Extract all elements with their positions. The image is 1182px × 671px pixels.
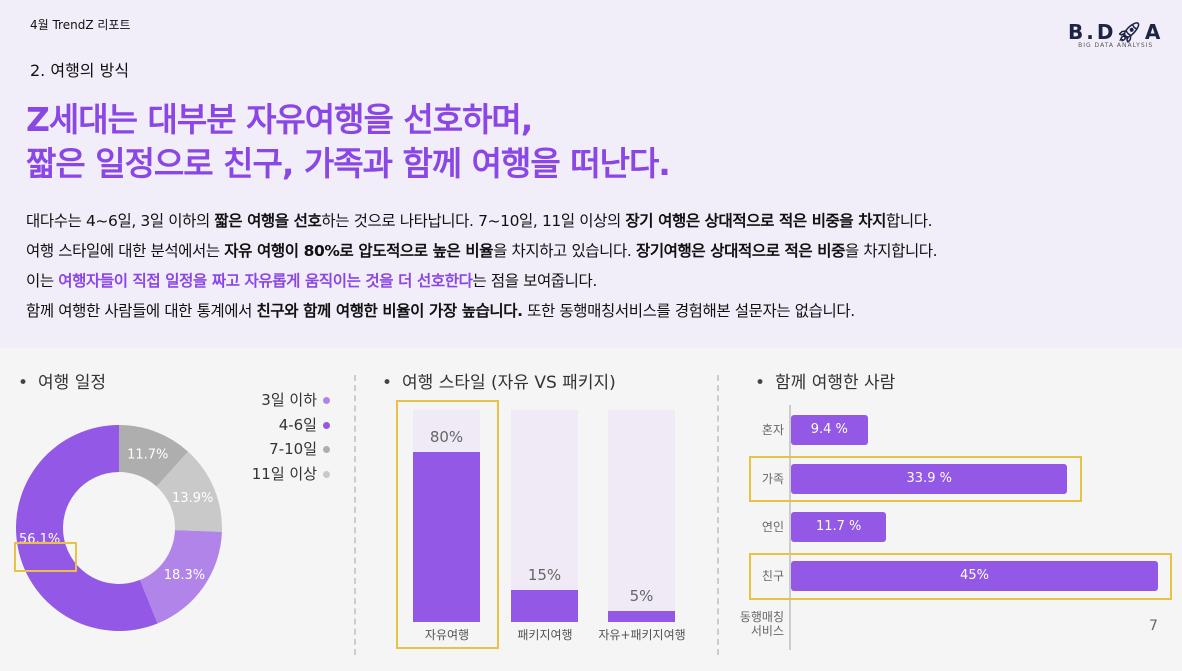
body-text: 대다수는 4~6일, 3일 이하의 짧은 여행을 선호하는 것으로 나타납니다.… xyxy=(26,206,938,326)
body-line: 대다수는 4~6일, 3일 이하의 짧은 여행을 선호하는 것으로 나타납니다.… xyxy=(26,206,937,236)
bar: 11.7 % xyxy=(791,512,887,542)
slice-label: 18.3% xyxy=(164,568,205,583)
donut-slice xyxy=(156,451,222,532)
donut-slice xyxy=(119,425,189,487)
donut-slice xyxy=(16,425,158,631)
text-segment: 는 점을 보여줍니다. xyxy=(472,272,597,290)
donut-chart: 11.7%13.9%18.3%56.1% xyxy=(16,425,222,631)
section-title: 2. 여행의 방식 xyxy=(30,61,130,80)
bar-value-label: 80% xyxy=(429,428,464,447)
body-line: 함께 여행한 사람들에 대한 통계에서 친구와 함께 여행한 비율이 가장 높습… xyxy=(26,296,937,326)
highlight-box xyxy=(749,456,1082,502)
text-segment: 대다수는 4~6일, 3일 이하의 xyxy=(26,212,215,230)
text-segment: 여행자들이 직접 일정을 짜고 자유롭게 움직이는 것을 더 선호한다 xyxy=(58,272,473,290)
chart-title-companion: 함께 여행한 사람 xyxy=(755,368,895,393)
bar: 33.9 % xyxy=(791,464,1068,494)
legend-dot-icon xyxy=(323,446,330,453)
body-line: 여행 스타일에 대한 분석에서는 자유 여행이 80%로 압도적으로 높은 비율… xyxy=(26,236,938,266)
bar-category-label: 패키지여행 xyxy=(517,628,573,642)
chart-title-style: 여행 스타일 (자유 VS 패키지) xyxy=(382,368,616,393)
legend-label: 3일 이하 xyxy=(261,391,317,409)
bda-logo: B.D🚀︎A BIG DATA ANALYSIS xyxy=(1068,20,1164,49)
bar xyxy=(608,611,675,622)
text-segment: 여행 스타일에 대한 분석에서는 xyxy=(26,242,225,260)
text-segment: 합니다. xyxy=(886,212,933,230)
bar-category-label: 자유여행 xyxy=(424,628,470,642)
highlight-box xyxy=(749,553,1172,600)
text-segment: 또한 동행매칭서비스를 경험해본 설문자는 없습니다. xyxy=(522,302,855,320)
bar-category-label: 혼자 xyxy=(761,423,784,437)
legend-item: 4-6일 xyxy=(230,413,330,438)
legend-label: 11일 이상 xyxy=(251,464,317,483)
text-segment: 짧은 여행을 선호 xyxy=(214,212,322,230)
bar-category-label: 자유+패키지여행 xyxy=(598,628,686,642)
slice-label: 13.9% xyxy=(172,491,213,506)
highlight-box xyxy=(396,400,499,649)
chart-title-schedule: 여행 일정 xyxy=(18,368,106,393)
axis-line xyxy=(789,405,791,650)
bar: 45% xyxy=(791,561,1158,591)
divider xyxy=(717,375,719,655)
text-segment: 함께 여행한 사람들에 대한 통계에서 xyxy=(26,302,257,320)
text-segment: 이는 xyxy=(26,272,59,290)
legend-dot-icon xyxy=(323,397,330,404)
legend-dot-icon xyxy=(323,470,330,478)
bar-category-label: 연인 xyxy=(761,520,784,534)
legend-label: 7-10일 xyxy=(269,440,317,458)
bar-value-label: 15% xyxy=(527,566,562,585)
summary-panel xyxy=(0,0,1182,348)
donut-legend: 3일 이하 4-6일 7-10일 11일 이상 xyxy=(230,388,330,486)
text-segment: 친구와 함께 여행한 비율이 가장 높습니다. xyxy=(256,302,523,320)
bar-background xyxy=(511,410,578,622)
bar-background xyxy=(608,410,675,622)
text-segment: 장기여행은 상대적으로 적은 비중 xyxy=(635,242,845,260)
bar xyxy=(413,452,480,622)
legend-item: 7-10일 xyxy=(230,437,330,462)
legend-item: 3일 이하 xyxy=(230,388,330,413)
legend-dot-icon xyxy=(323,421,330,429)
text-segment: 장기 여행은 상대적으로 적은 비중을 차지 xyxy=(625,212,886,230)
slice-label: 11.7% xyxy=(127,447,168,462)
text-segment: 을 차지하고 있습니다. xyxy=(493,242,636,260)
bar-category-label: 가족 xyxy=(761,472,784,486)
bar-category-label: 친구 xyxy=(761,569,784,583)
bar-category-label: 동행매칭 서비스 xyxy=(739,610,784,638)
bar: 9.4 % xyxy=(791,415,868,445)
legend-item: 11일 이상 xyxy=(230,462,330,487)
text-segment: 을 차지합니다. xyxy=(844,242,938,260)
bar xyxy=(511,590,578,622)
body-line: 이는 여행자들이 직접 일정을 짜고 자유롭게 움직이는 것을 더 선호한다는 … xyxy=(26,266,937,296)
text-segment: 자유 여행이 80%로 압도적으로 높은 비율 xyxy=(224,242,494,260)
highlight-box xyxy=(14,542,77,572)
divider xyxy=(354,375,356,655)
legend-label: 4-6일 xyxy=(278,415,317,434)
page-number: 7 xyxy=(1149,618,1158,634)
headline: Z세대는 대부분 자유여행을 선호하며, 짧은 일정으로 친구, 가족과 함께 … xyxy=(26,100,671,183)
report-title: 4월 TrendZ 리포트 xyxy=(30,18,131,32)
text-segment: 하는 것으로 나타납니다. 7~10일, 11일 이상의 xyxy=(321,212,626,230)
bar-value-label: 5% xyxy=(629,587,654,606)
donut-slice xyxy=(139,530,222,624)
